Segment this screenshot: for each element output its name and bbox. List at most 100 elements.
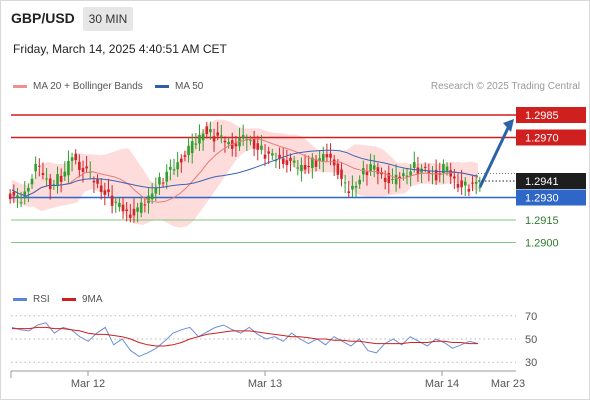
candle-body: [311, 157, 314, 169]
candle-body: [263, 154, 267, 159]
candle-body: [238, 138, 241, 147]
price-label-box: [516, 107, 586, 123]
candle-body: [67, 160, 70, 176]
candle-body: [27, 187, 30, 192]
candle-body: [147, 195, 150, 204]
last-price-box: [516, 173, 586, 189]
candle-body: [114, 201, 118, 203]
candle-body: [59, 175, 63, 182]
rsi9-legend-label: 9MA: [82, 294, 103, 305]
candle-body: [99, 185, 103, 193]
candle-body: [209, 129, 212, 133]
candle-body: [48, 178, 52, 190]
ma20-legend: MA 20 + Bollinger Bands: [13, 81, 143, 92]
candle-body: [391, 178, 394, 180]
rsi-legend: RSI: [13, 294, 50, 305]
candle-body: [394, 174, 398, 185]
candle-body: [165, 171, 169, 182]
candle-body: [34, 163, 37, 172]
rsi-series-rsi: [11, 322, 479, 357]
candle-body: [281, 158, 285, 164]
candle-body: [23, 191, 27, 197]
candle-body: [212, 136, 216, 142]
ma50-swatch: [155, 84, 169, 88]
candle-body: [154, 188, 158, 194]
candle-body: [139, 202, 143, 213]
candle-body: [376, 167, 380, 174]
candle-body: [474, 181, 478, 184]
candle-body: [409, 171, 412, 176]
candle-body: [278, 154, 281, 159]
candle-body: [227, 142, 230, 145]
candle-body: [78, 161, 81, 170]
candle-body: [70, 157, 74, 161]
candle-body: [183, 155, 187, 157]
rsi-tick-label: 30: [525, 357, 537, 369]
candle-body: [161, 182, 165, 184]
candle-body: [307, 166, 311, 167]
ma50-legend-label: MA 50: [175, 81, 204, 92]
candle-body: [110, 195, 114, 206]
candle-body: [416, 167, 420, 175]
candle-body: [402, 173, 405, 177]
x-tick-label: Mar 14: [425, 378, 459, 390]
candle-body: [143, 204, 147, 206]
candle-body: [260, 145, 263, 150]
candle-body: [190, 141, 194, 154]
ma50-legend: MA 50: [155, 81, 203, 92]
candle-body: [136, 207, 139, 212]
candle-body: [347, 191, 351, 193]
ma20-swatch: [13, 84, 27, 88]
candle-body: [329, 153, 332, 158]
candle-body: [249, 140, 252, 142]
candle-body: [434, 169, 438, 181]
candle-body: [81, 168, 85, 172]
x-tick-label: Mar 12: [71, 378, 105, 390]
research-credit: Research © 2025 Trading Central: [430, 81, 580, 92]
candle-body: [256, 143, 260, 150]
candle-body: [19, 202, 23, 204]
rsi9-legend: 9MA: [62, 294, 103, 305]
candle-body: [453, 176, 456, 179]
candle-body: [383, 177, 387, 182]
ma20-line: [11, 138, 479, 203]
x-tick-label: Mar 13: [248, 378, 282, 390]
candle-body: [423, 166, 427, 168]
candle-body: [398, 176, 402, 178]
candle-body: [252, 138, 256, 149]
price-label-text: 1.2930: [525, 193, 559, 205]
candle-body: [300, 164, 303, 172]
candle-body: [372, 165, 376, 170]
timeframe-button[interactable]: 30 MIN: [83, 7, 133, 31]
candle-body: [16, 195, 19, 198]
price-label-box: [516, 189, 586, 206]
candle-body: [296, 167, 300, 169]
candle-body: [74, 153, 78, 160]
candle-body: [176, 162, 179, 170]
candle-body: [463, 181, 467, 186]
candle-body: [216, 132, 219, 136]
timestamp: Friday, March 14, 2025 4:40:51 AM CET: [13, 42, 227, 56]
ma20-legend-label: MA 20 + Bollinger Bands: [33, 81, 143, 92]
candle-body: [318, 158, 321, 162]
candle-body: [460, 180, 463, 188]
candle-body: [325, 154, 329, 158]
candle-body: [405, 175, 409, 177]
rsi-tick-label: 50: [525, 334, 537, 346]
candle-body: [241, 135, 245, 139]
candle-body: [351, 185, 354, 190]
candle-body: [289, 157, 292, 161]
toolbar: GBP/USD 30 MIN: [0, 0, 590, 37]
candle-body: [187, 145, 190, 156]
candle-body: [121, 204, 125, 212]
candle-body: [314, 159, 318, 167]
candle-body: [362, 168, 365, 175]
candle-body: [107, 189, 110, 193]
candle-body: [303, 164, 307, 170]
candle-body: [96, 178, 99, 184]
candle-body: [12, 191, 16, 196]
candle-body: [52, 184, 56, 186]
candle-body: [292, 160, 296, 163]
price-label-box: [516, 129, 586, 146]
ma50-line: [11, 149, 479, 197]
